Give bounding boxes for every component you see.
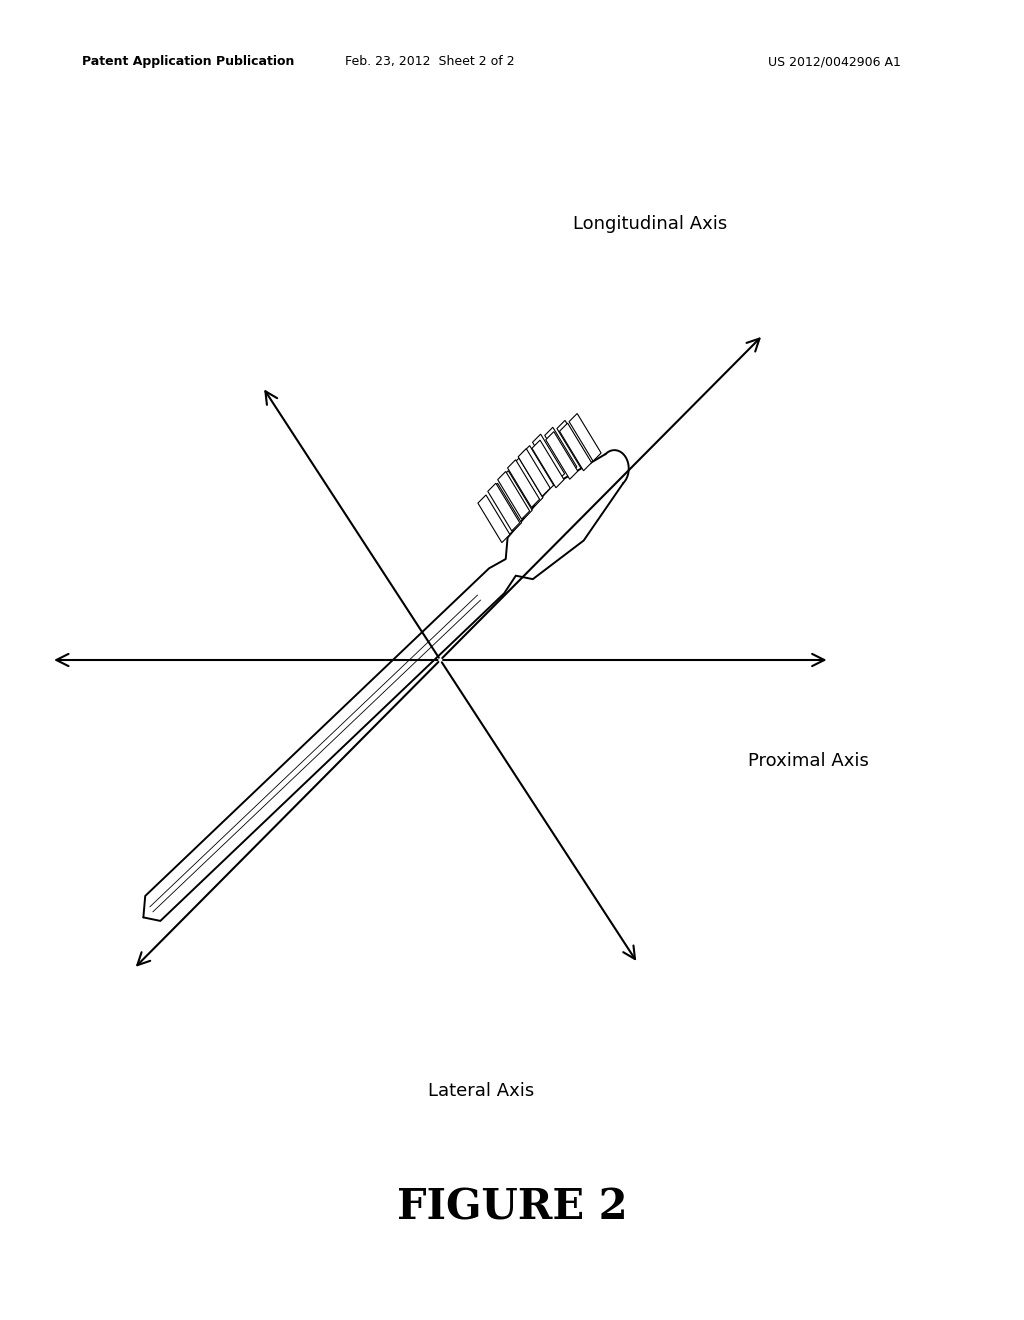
Polygon shape — [487, 483, 520, 531]
Polygon shape — [545, 428, 577, 475]
Polygon shape — [521, 446, 554, 494]
Text: Proximal Axis: Proximal Axis — [748, 752, 868, 771]
Polygon shape — [532, 434, 564, 482]
Polygon shape — [508, 459, 540, 507]
Text: Lateral Axis: Lateral Axis — [428, 1082, 535, 1101]
Text: Patent Application Publication: Patent Application Publication — [82, 55, 294, 69]
Text: US 2012/0042906 A1: US 2012/0042906 A1 — [768, 55, 901, 69]
Polygon shape — [489, 483, 521, 531]
Text: FIGURE 2: FIGURE 2 — [396, 1187, 628, 1229]
Polygon shape — [500, 471, 532, 519]
Text: Feb. 23, 2012  Sheet 2 of 2: Feb. 23, 2012 Sheet 2 of 2 — [345, 55, 515, 69]
Polygon shape — [518, 449, 550, 496]
Polygon shape — [478, 495, 510, 543]
Polygon shape — [569, 413, 601, 461]
Polygon shape — [546, 432, 578, 479]
Text: Longitudinal Axis: Longitudinal Axis — [573, 215, 728, 234]
Polygon shape — [143, 454, 624, 921]
Polygon shape — [498, 471, 529, 519]
Polygon shape — [557, 420, 589, 469]
Polygon shape — [532, 440, 564, 488]
Polygon shape — [511, 458, 543, 506]
Polygon shape — [559, 424, 592, 471]
